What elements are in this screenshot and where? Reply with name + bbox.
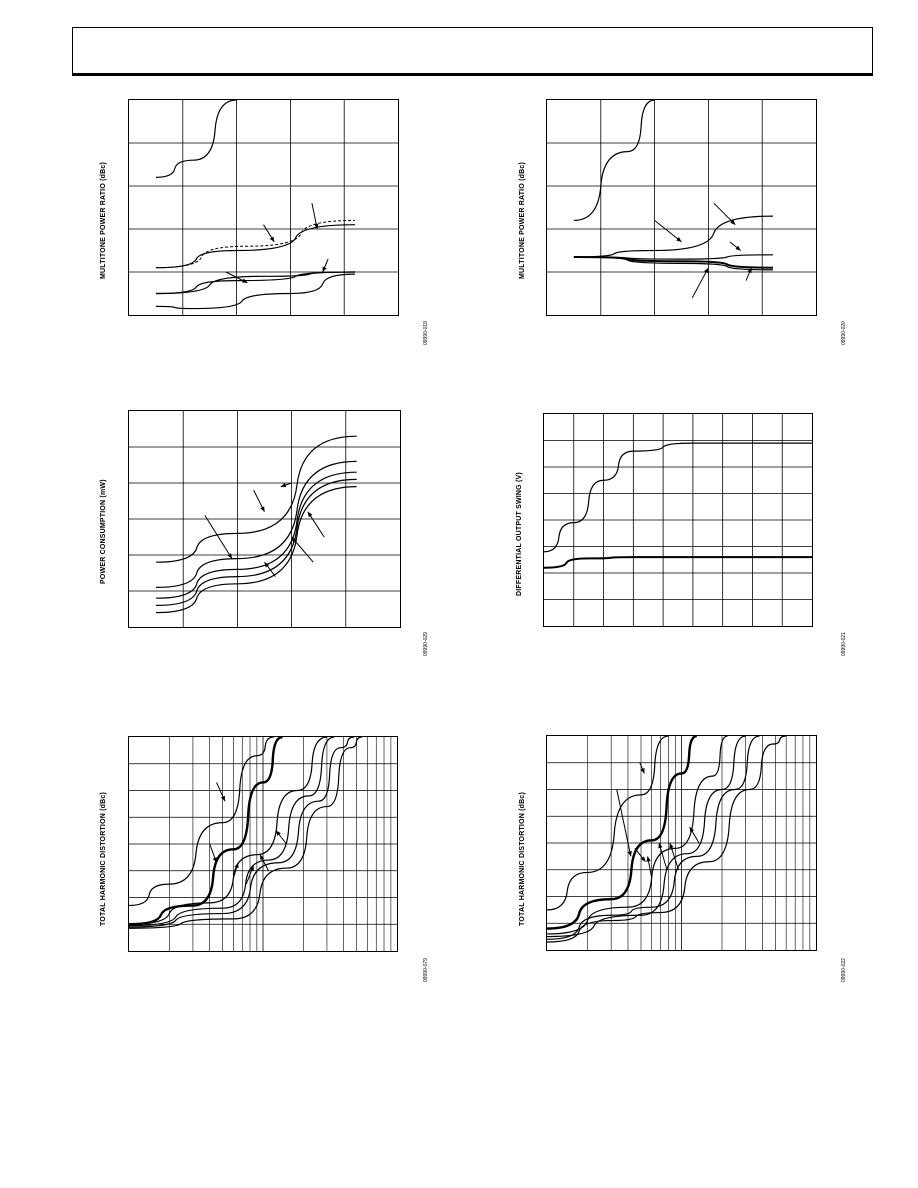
annotation-arrow xyxy=(204,515,233,559)
gridlines xyxy=(129,100,398,315)
annotation-arrow xyxy=(713,202,736,226)
series-line-6 xyxy=(155,273,355,310)
annotation-arrow xyxy=(253,489,265,513)
series-line-1 xyxy=(544,442,812,553)
annotation-arrow xyxy=(232,862,239,879)
series-line-4 xyxy=(547,736,746,938)
series-line-6 xyxy=(547,736,787,943)
y-axis-label-5: TOTAL HARMONIC DISTORTION (dBc) xyxy=(100,791,107,926)
annotation-arrow xyxy=(291,536,314,563)
series-line-5 xyxy=(547,736,760,940)
annotation-arrow xyxy=(216,782,226,802)
plot-area-3 xyxy=(128,410,401,628)
figure-id-5: 09990-079 xyxy=(423,958,429,982)
series-line-3 xyxy=(156,471,357,599)
annotation-arrow xyxy=(654,220,682,243)
series-line-2 xyxy=(129,737,283,926)
y-axis-label-2: MULTITONE POWER RATIO (dBc) xyxy=(519,161,526,279)
annotation-arrow xyxy=(209,843,218,863)
plot-area-1 xyxy=(128,99,399,316)
plot-area-6 xyxy=(546,735,817,951)
series-line-2 xyxy=(155,224,355,269)
figure-id-6: 09990-022 xyxy=(841,958,847,982)
chart-svg-6 xyxy=(547,736,816,950)
annotation-arrow xyxy=(689,826,700,844)
series-line-1 xyxy=(573,100,655,221)
plot-area-4 xyxy=(543,413,813,627)
series-line-5 xyxy=(156,486,357,614)
chart-svg-5 xyxy=(129,737,397,951)
annotation-arrow xyxy=(264,561,276,577)
plot-area-2 xyxy=(546,99,817,316)
series-line-4 xyxy=(156,478,357,606)
series-line-1 xyxy=(547,736,669,911)
annotation-arrow xyxy=(245,865,255,885)
annotation-arrow xyxy=(639,762,645,774)
chart-svg-4 xyxy=(544,414,812,626)
annotation-arrow xyxy=(634,848,646,863)
chart-svg-3 xyxy=(129,411,400,627)
series-line-5 xyxy=(129,737,355,928)
annotation-arrow xyxy=(275,830,287,845)
annotation-arrow xyxy=(646,856,653,878)
y-axis-label-4: DIFFERENTIAL OUTPUT SWING (V) xyxy=(516,472,523,596)
annotation-arrow xyxy=(280,482,292,488)
series-line-6 xyxy=(129,737,363,929)
figure-id-4: 09990-021 xyxy=(841,632,847,656)
series-line-4 xyxy=(155,271,355,295)
series-line-2 xyxy=(573,215,773,258)
gridlines xyxy=(129,737,397,951)
series-line-1 xyxy=(155,100,237,178)
y-axis-label-1: MULTITONE POWER RATIO (dBc) xyxy=(100,161,107,279)
series-line-5 xyxy=(573,256,773,271)
gridlines xyxy=(129,411,400,627)
series-line-2 xyxy=(547,736,698,930)
series-line-3 xyxy=(155,219,355,269)
annotation-arrow xyxy=(669,842,679,870)
y-axis-label-6: TOTAL HARMONIC DISTORTION (dBc) xyxy=(519,791,526,926)
page-header-box xyxy=(72,27,873,76)
annotation-arrow xyxy=(616,789,632,857)
gridlines xyxy=(547,736,816,950)
chart-svg-1 xyxy=(129,100,398,315)
series-line-1 xyxy=(129,737,274,907)
figure-id-3: 09990-029 xyxy=(423,632,429,656)
series-line-2 xyxy=(156,460,357,588)
annotation-arrow xyxy=(745,267,752,281)
annotation-arrow xyxy=(225,271,248,284)
annotation-arrow xyxy=(691,267,709,299)
y-axis-label-3: POWER CONSUMPTION (mW) xyxy=(100,479,107,584)
series-line-3 xyxy=(129,737,327,925)
annotation-arrow xyxy=(658,842,668,870)
series-line-5 xyxy=(155,271,355,295)
annotation-arrow xyxy=(729,241,741,251)
chart-svg-2 xyxy=(547,100,816,315)
series-line-2 xyxy=(544,556,812,569)
figure-id-1: 09990-019 xyxy=(423,321,429,345)
gridlines xyxy=(547,100,816,315)
series-line-4 xyxy=(129,737,335,927)
series-line-1 xyxy=(156,435,357,563)
annotation-arrow xyxy=(322,258,329,273)
figure-id-2: 09990-020 xyxy=(841,321,847,345)
annotation-arrow xyxy=(259,854,269,871)
annotation-arrow xyxy=(263,224,275,243)
annotation-arrow xyxy=(307,511,325,538)
annotation-arrow xyxy=(311,203,319,230)
plot-area-5 xyxy=(128,736,398,952)
series-line-3 xyxy=(547,736,728,935)
gridlines xyxy=(544,414,812,626)
